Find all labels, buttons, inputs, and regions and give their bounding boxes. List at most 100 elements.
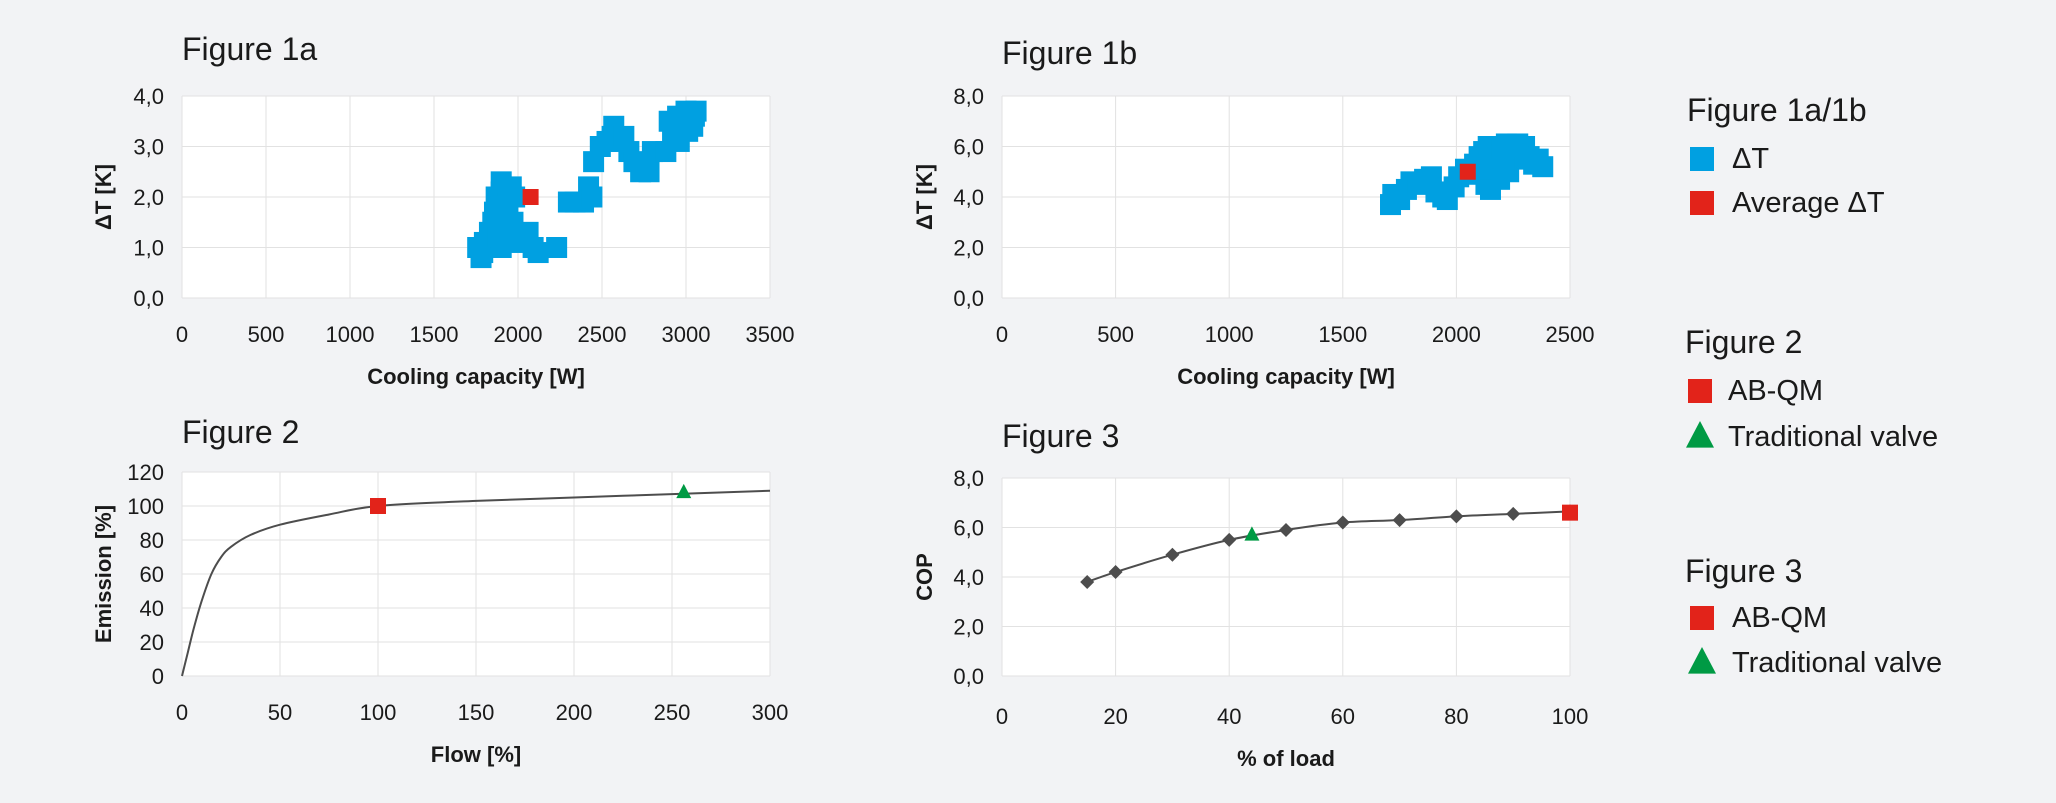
x-tick-label: 2000 xyxy=(1432,322,1481,347)
figure-1a-title: Figure 1a xyxy=(182,31,317,67)
figure-1b-chart: Figure 1b 0 500 1000 1500 2000 2500 0,0 2,0 4,0 6… xyxy=(912,35,1594,389)
x-tick-label: 2000 xyxy=(494,322,543,347)
x-tick-label: 1500 xyxy=(410,322,459,347)
x-tick-label: 20 xyxy=(1103,704,1127,729)
x-tick-label: 500 xyxy=(1097,322,1134,347)
marker-ab-qm xyxy=(1562,504,1578,521)
legend: Figure 1a/1b ΔT Average ΔT Figure 2 AB-QM Tra… xyxy=(1685,92,1942,679)
x-tick-label: 1000 xyxy=(1205,322,1254,347)
figure-3-plot-area: 0 20 40 60 80 100 0,0 2,0 4,0 6,0 8,0 % of load COP xyxy=(912,466,1588,771)
x-tick-label: 0 xyxy=(996,322,1008,347)
y-tick-label: 8,0 xyxy=(953,466,984,491)
data-point-average-delta-t xyxy=(522,189,539,205)
x-tick-label: 50 xyxy=(268,700,292,725)
y-axis-title: COP xyxy=(912,553,937,601)
y-tick-label: 120 xyxy=(127,460,164,485)
data-point-delta-t xyxy=(683,105,705,127)
legend-heading: Figure 1a/1b xyxy=(1687,92,1867,128)
legend-item-label: ΔT xyxy=(1732,143,1769,175)
legend-item-label: Traditional valve xyxy=(1732,647,1942,679)
y-tick-label: 100 xyxy=(127,494,164,519)
x-tick-label: 250 xyxy=(654,700,691,725)
x-tick-label: 40 xyxy=(1217,704,1241,729)
y-tick-label: 2,0 xyxy=(133,185,164,210)
y-tick-label: 8,0 xyxy=(953,84,984,109)
data-point-delta-t xyxy=(1507,133,1529,155)
data-point-cop xyxy=(1222,532,1237,547)
y-tick-label: 4,0 xyxy=(953,565,984,590)
x-tick-label: 2500 xyxy=(578,322,627,347)
data-point-cop xyxy=(1108,565,1123,580)
y-tick-label: 80 xyxy=(140,528,164,553)
legend-heading: Figure 3 xyxy=(1685,553,1802,589)
data-point-delta-t xyxy=(490,171,512,193)
data-point-delta-t xyxy=(638,161,660,183)
data-point-delta-t xyxy=(1532,156,1554,178)
x-tick-label: 0 xyxy=(176,322,188,347)
legend-triangle-icon xyxy=(1688,647,1716,674)
x-tick-label: 2500 xyxy=(1546,322,1595,347)
y-tick-label: 60 xyxy=(140,562,164,587)
y-tick-label: 2,0 xyxy=(953,615,984,640)
figure-1a-chart: Figure 1a 0 500 1000 1500 2000 2500 3000 3500 0,… xyxy=(91,31,794,389)
x-tick-label: 500 xyxy=(248,322,285,347)
figure-2-title: Figure 2 xyxy=(182,414,299,450)
legend-item-label: Average ΔT xyxy=(1732,187,1885,219)
data-point-cop xyxy=(1506,506,1521,521)
x-tick-label: 150 xyxy=(458,700,495,725)
data-point-cop xyxy=(1279,522,1293,537)
data-point-cop xyxy=(1165,547,1180,562)
data-point-delta-t xyxy=(527,242,549,264)
y-tick-label: 0,0 xyxy=(953,286,984,311)
x-tick-label: 300 xyxy=(752,700,789,725)
y-tick-label: 4,0 xyxy=(953,185,984,210)
data-point-cop xyxy=(1449,509,1464,524)
figure-1b-plot-area: 0 500 1000 1500 2000 2500 0,0 2,0 4,0 6,0 8,0 Cooli… xyxy=(912,84,1594,389)
y-axis-title: ΔT [K] xyxy=(912,164,937,230)
legend-square-icon xyxy=(1690,147,1714,171)
y-tick-label: 2,0 xyxy=(953,236,984,261)
y-tick-label: 4,0 xyxy=(133,84,164,109)
figure-1a-plot-area: 0 500 1000 1500 2000 2500 3000 3500 0,0 1,0 2,0 3,0… xyxy=(91,84,794,389)
figure-2-plot-area: 0 50 100 150 200 250 300 0 20 40 60 80 100 120 Flow [%… xyxy=(91,460,788,767)
marker-traditional-valve xyxy=(1244,526,1260,541)
data-point-delta-t xyxy=(1493,156,1515,178)
legend-triangle-icon xyxy=(1686,421,1714,448)
series-line xyxy=(181,489,771,677)
y-axis-title: ΔT [K] xyxy=(91,164,116,230)
x-axis-title: Cooling capacity [W] xyxy=(367,364,585,389)
data-point-delta-t xyxy=(581,186,603,208)
data-point-delta-t xyxy=(546,237,568,258)
legend-heading: Figure 2 xyxy=(1685,324,1802,360)
data-point-cop xyxy=(1080,574,1095,589)
x-axis-title: % of load xyxy=(1237,746,1335,771)
data-point-cop xyxy=(1392,513,1407,528)
marker-traditional-valve xyxy=(676,483,692,499)
x-tick-label: 60 xyxy=(1331,704,1355,729)
x-tick-label: 200 xyxy=(556,700,593,725)
figure-3-chart: Figure 3 0 20 40 60 80 100 0,0 2,0 4,0 6,0 8,0 % of… xyxy=(912,418,1588,771)
data-point-cop xyxy=(1335,515,1350,530)
y-tick-label: 0,0 xyxy=(953,664,984,689)
data-point-average-delta-t xyxy=(1459,163,1476,180)
x-tick-label: 1500 xyxy=(1318,322,1367,347)
x-tick-label: 100 xyxy=(360,700,397,725)
y-tick-label: 0 xyxy=(152,664,164,689)
y-tick-label: 40 xyxy=(140,596,164,621)
x-tick-label: 1000 xyxy=(326,322,375,347)
x-tick-label: 0 xyxy=(996,704,1008,729)
y-tick-label: 1,0 xyxy=(133,236,164,261)
x-tick-label: 80 xyxy=(1444,704,1468,729)
y-tick-label: 3,0 xyxy=(133,135,164,160)
y-tick-label: 6,0 xyxy=(953,135,984,160)
x-tick-label: 100 xyxy=(1552,704,1589,729)
y-tick-label: 6,0 xyxy=(953,516,984,541)
x-axis-title: Cooling capacity [W] xyxy=(1177,364,1395,389)
legend-item-label: Traditional valve xyxy=(1728,421,1938,453)
data-point-delta-t xyxy=(487,196,509,218)
series-line xyxy=(1086,510,1571,583)
x-tick-label: 3500 xyxy=(746,322,795,347)
legend-square-icon xyxy=(1688,379,1712,403)
x-tick-label: 3000 xyxy=(662,322,711,347)
